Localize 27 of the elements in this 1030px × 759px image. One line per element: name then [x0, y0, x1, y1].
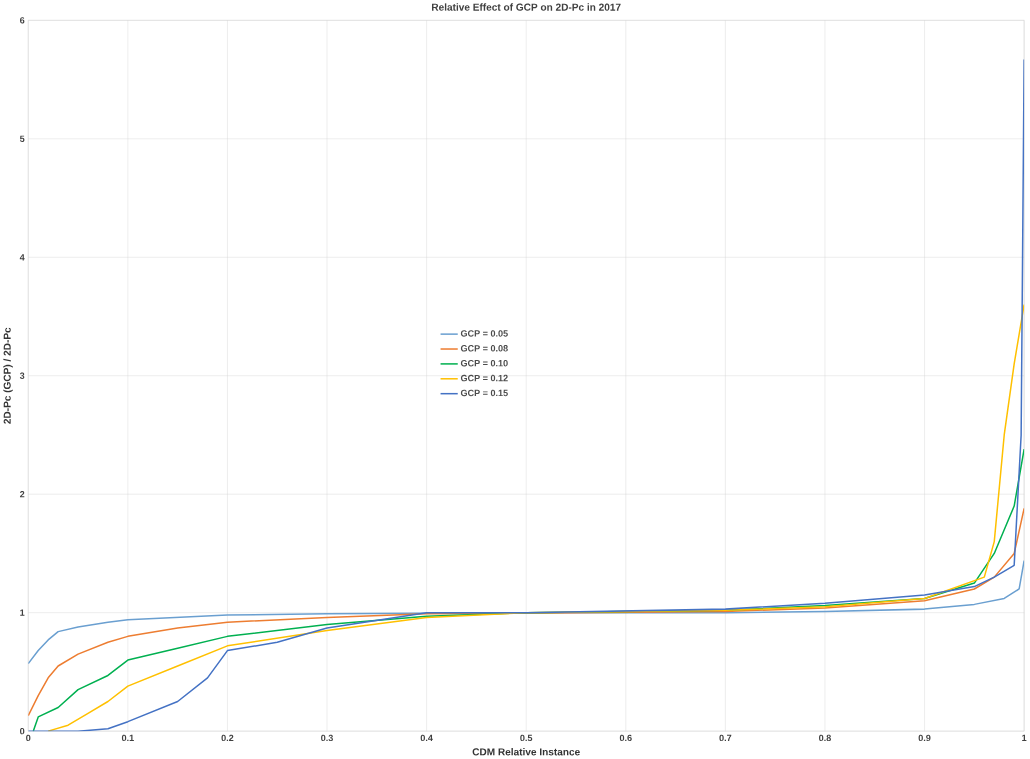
x-tick-label: 0.9 [918, 734, 931, 742]
x-tick-label: 0.6 [619, 734, 632, 742]
x-tick-label: 0.7 [719, 734, 732, 742]
y-tick-label: 3 [19, 372, 25, 380]
y-tick-label: 6 [19, 17, 25, 24]
y-tick-label: 4 [19, 254, 25, 261]
y-axis-title: 2D-Pc (GCP) / 2D-Pc [3, 327, 13, 424]
y-tick-label: 1 [20, 609, 25, 616]
legend-label: GCP = 0.15 [460, 389, 508, 397]
y-tick-label: 0 [20, 728, 25, 735]
line-series [28, 58, 1025, 732]
x-tick-label: 0.4 [420, 734, 433, 742]
x-axis-title: CDM Relative Instance [472, 748, 580, 756]
x-tick-label: 0.5 [520, 734, 533, 742]
legend-label: GCP = 0.10 [460, 360, 508, 367]
x-tick-label: 0.1 [121, 734, 134, 742]
legend-label: GCP = 0.12 [460, 374, 508, 382]
y-tick-label: 2 [19, 491, 25, 498]
legend-label: GCP = 0.08 [460, 345, 508, 352]
legend-label: GCP = 0.05 [460, 330, 508, 337]
chart-title: Relative Effect of GCP on 2D-Pc in 2017 [432, 3, 621, 11]
y-tick-label: 5 [19, 135, 25, 143]
x-tick-label: 0 [26, 734, 31, 742]
x-tick-label: 0.3 [321, 734, 333, 742]
x-tick-label: 1 [1022, 734, 1027, 742]
x-tick-label: 0.8 [819, 734, 831, 742]
x-tick-label: 0.2 [221, 734, 234, 742]
